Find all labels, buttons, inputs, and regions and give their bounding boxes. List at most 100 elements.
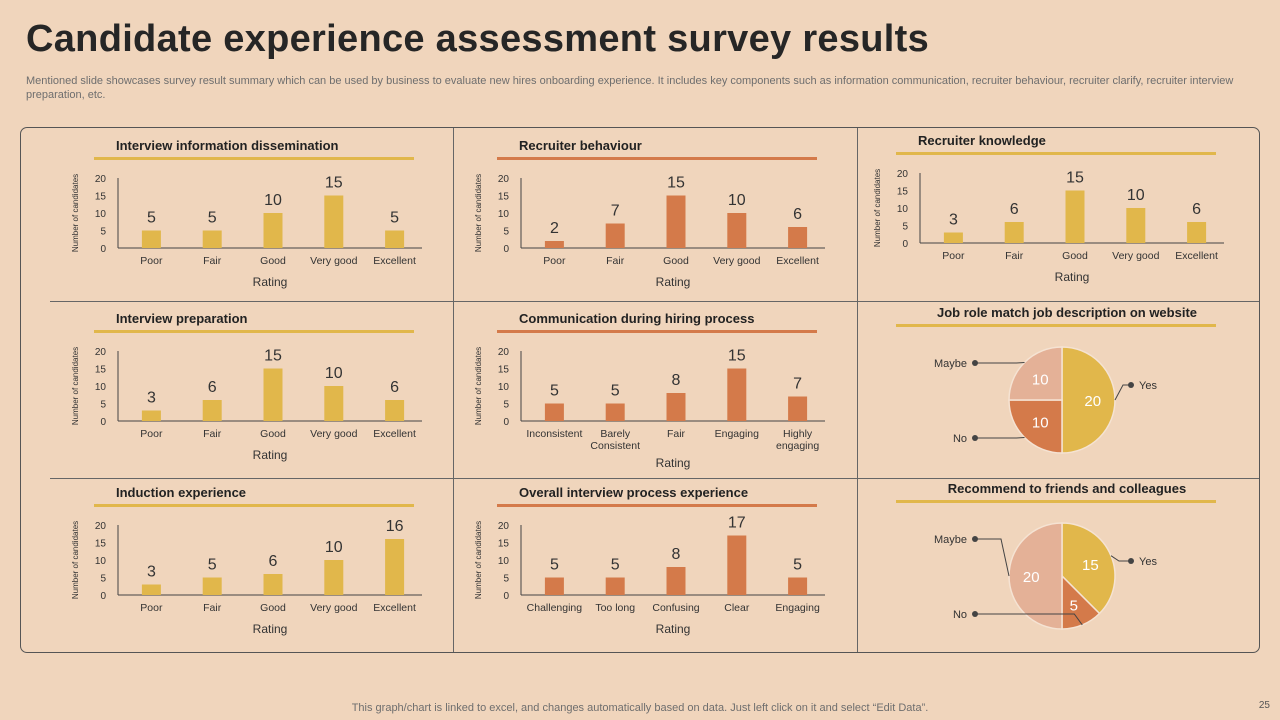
bar-good [263,574,283,595]
x-tick-label: Inconsistent [526,428,582,440]
chart-title: Interview information dissemination [116,138,339,153]
data-label: 2 [550,220,559,237]
grid-divider-h1 [50,301,1259,302]
data-label: 6 [1010,201,1019,218]
leader-line [1110,555,1131,562]
data-label: 5 [611,383,620,400]
chart-svg: 0 5 10 15 20 Number of candidates 5 Poor 5 Fair 10… [71,174,422,289]
chart-title: Recommend to friends and colleagues [947,481,1187,496]
bar-very-good [324,195,344,248]
bar-too-long [605,577,625,595]
data-label: 10 [728,192,746,209]
bar-poor [141,230,161,248]
y-axis-label: Number of candidates [474,347,483,425]
y-tick-label: 0 [902,239,908,250]
data-label: 10 [325,365,343,382]
legend-label-no: No [953,609,967,621]
page-title: Candidate experience assessment survey r… [26,18,930,60]
x-tick-label: Excellent [373,428,416,440]
chart-svg: 15 5 20 Yes No Maybe [934,522,1157,630]
leader-line [1114,384,1131,401]
y-tick-label: 5 [100,227,106,238]
chart-title-underline [896,500,1216,503]
chart-svg: 0 5 10 15 20 Number of candidates 5 Inconsisten… [474,347,825,470]
y-tick-label: 10 [498,556,510,567]
x-tick-label: Highly [783,428,813,440]
chart-title-underline [896,152,1216,155]
y-tick-label: 15 [498,192,510,203]
bar-fair [666,393,686,421]
bar-fair [202,577,222,595]
x-tick-label: Very good [713,255,760,267]
y-tick-label: 10 [897,204,909,215]
data-label: 3 [147,564,156,581]
data-label: 3 [147,390,156,407]
grid-divider-v1 [453,128,454,652]
leader-line [975,613,1083,626]
legend-marker [972,435,978,441]
x-tick-label: Very good [310,428,357,440]
page-number: 25 [1258,700,1270,711]
chart-svg: 0 5 10 15 20 Number of candidates 2 Poor 7 Fair 15… [474,174,825,289]
y-tick-label: 15 [95,365,107,376]
leader-line [975,538,1010,577]
y-axis-label: Number of candidates [474,174,483,252]
x-tick-label: Fair [203,428,222,440]
data-label: 5 [611,557,620,574]
chart-title-underline [497,504,817,507]
y-tick-label: 20 [897,169,909,180]
x-axis-label: Rating [1055,270,1090,284]
legend-marker [972,611,978,617]
chart-svg: 20 10 10 Yes No Maybe [934,346,1157,454]
y-tick-label: 10 [498,209,510,220]
data-label: 15 [667,175,685,192]
chart-title: Communication during hiring process [519,311,755,326]
y-tick-label: 20 [498,347,510,358]
y-tick-label: 10 [95,209,107,220]
data-label: 6 [208,379,217,396]
legend-marker [972,536,978,542]
y-tick-label: 5 [100,400,106,411]
x-tick-label: Very good [1112,250,1159,262]
bar-fair [202,400,222,421]
data-label: 15 [1066,170,1084,187]
y-tick-label: 0 [100,244,106,255]
chart-svg: 0 5 10 15 20 Number of candidates 5 Challenging… [474,515,825,636]
y-tick-label: 5 [503,574,509,585]
chart-title: Job role match job description on websit… [936,305,1198,320]
x-tick-label: Fair [1005,250,1024,262]
pie-value-label: 10 [1032,415,1049,432]
x-tick-label: Poor [140,428,163,440]
bar-engaging [727,368,747,421]
x-tick-label: Consistent [590,440,640,452]
x-tick-label: Poor [140,602,163,614]
data-label: 6 [793,206,802,223]
bar-excellent [788,227,808,248]
y-tick-label: 15 [498,539,510,550]
bar-challenging [544,577,564,595]
grid-divider-v2 [857,128,858,652]
y-tick-label: 20 [95,347,107,358]
bar-excellent [1187,222,1207,243]
bar-engaging [788,577,808,595]
chart-title-underline [896,324,1216,327]
chart-title: Induction experience [116,485,247,500]
x-tick-label: Challenging [527,602,583,614]
x-tick-label: Very good [310,602,357,614]
chart-title: Interview preparation [116,311,248,326]
y-tick-label: 10 [95,382,107,393]
chart-title: Overall interview process experience [519,485,749,500]
y-tick-label: 0 [100,417,106,428]
legend-label-yes: Yes [1139,380,1157,392]
data-label: 10 [325,539,343,556]
data-label: 5 [793,557,802,574]
x-tick-label: Poor [942,250,965,262]
x-axis-label: Rating [253,622,288,636]
x-tick-label: Good [260,255,286,267]
y-tick-label: 15 [95,539,107,550]
data-label: 5 [390,210,399,227]
chart-title: Recruiter knowledge [918,133,1046,148]
chart-title-underline [497,330,817,333]
y-axis-label: Number of candidates [71,347,80,425]
y-tick-label: 20 [498,521,510,532]
